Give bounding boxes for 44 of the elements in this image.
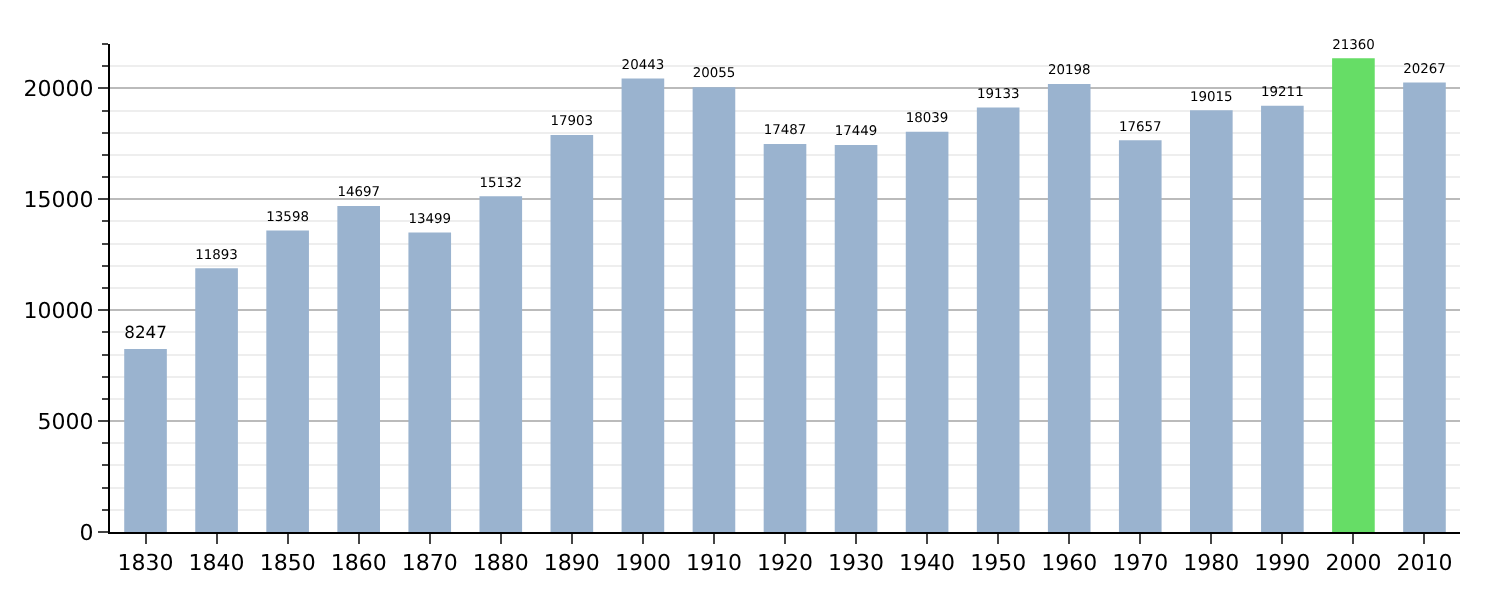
x-tick-label: 1860 <box>330 550 387 577</box>
bar <box>408 232 452 532</box>
x-tick-label: 1930 <box>828 550 885 577</box>
bar <box>1403 82 1446 532</box>
x-tick-label: 1970 <box>1112 550 1169 577</box>
x-tick-label: 1880 <box>472 550 529 577</box>
bar <box>337 206 380 532</box>
y-tick-label: 5000 <box>37 408 94 435</box>
data-label: 8247 <box>124 322 167 343</box>
bar <box>621 78 665 532</box>
y-tick-label: 20000 <box>23 76 94 103</box>
y-tick-label: 0 <box>79 519 94 546</box>
x-tick-label: 1980 <box>1183 550 1240 577</box>
x-tick-label: 2000 <box>1325 550 1382 577</box>
bar <box>976 107 1020 532</box>
x-tick-label: 2010 <box>1396 550 1453 577</box>
bar <box>1332 58 1375 532</box>
bar <box>266 230 309 532</box>
bar <box>1118 140 1162 532</box>
bar <box>195 268 238 532</box>
x-tick-label: 1940 <box>899 550 956 577</box>
x-tick-label: 1870 <box>401 550 458 577</box>
x-tick-label: 1850 <box>259 550 316 577</box>
x-tick-label: 1830 <box>117 550 174 577</box>
x-tick-label: 1900 <box>614 550 671 577</box>
y-tick-label: 15000 <box>23 186 94 213</box>
x-tick-label: 1920 <box>757 550 813 577</box>
bar <box>124 349 167 532</box>
x-tick-label: 1990 <box>1254 550 1311 577</box>
bar <box>1190 110 1233 532</box>
bar <box>479 196 523 532</box>
bar <box>1047 83 1091 532</box>
bar <box>1261 105 1304 532</box>
bar <box>905 131 949 532</box>
x-tick-label: 1890 <box>543 550 600 577</box>
bar <box>834 144 878 532</box>
bar <box>763 144 807 532</box>
bar <box>692 87 736 532</box>
x-tick-label: 1910 <box>685 550 742 577</box>
x-tick-label: 1840 <box>188 550 245 577</box>
x-tick-label: 1960 <box>1041 550 1098 577</box>
y-tick-label: 10000 <box>23 297 94 324</box>
x-tick-label: 1950 <box>970 550 1027 577</box>
bar <box>550 134 594 532</box>
